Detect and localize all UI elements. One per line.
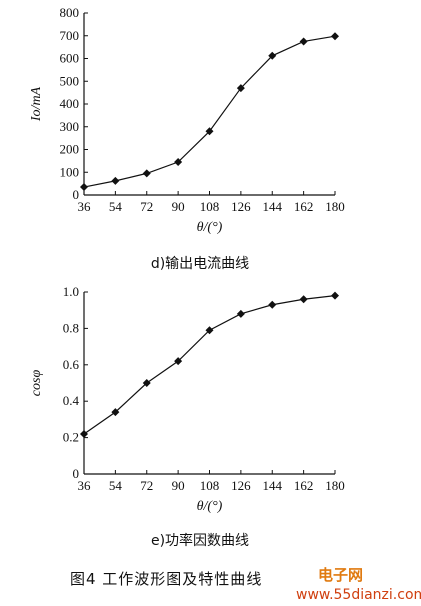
d-y-tick-label: 700 xyxy=(60,28,80,43)
e-x-tick-label: 126 xyxy=(231,478,251,493)
e-data-point xyxy=(268,300,277,309)
e-y-tick-label: 0.8 xyxy=(63,320,79,335)
d-y-tick-label: 600 xyxy=(60,51,80,66)
d-x-tick-label: 108 xyxy=(200,199,220,214)
d-data-point xyxy=(236,84,245,93)
d-y-axis-label: Io/mA xyxy=(29,86,44,122)
d-data-point xyxy=(142,169,151,178)
caption-d: d)输出电流曲线 xyxy=(151,256,249,272)
watermark: 电子网 www.55dianzi.com xyxy=(296,566,421,603)
e-x-tick-label: 72 xyxy=(140,478,153,493)
d-y-tick-label: 500 xyxy=(60,73,80,88)
e-y-tick-label: 0.6 xyxy=(63,357,80,372)
watermark-brand: 电子网 xyxy=(318,566,363,584)
caption-e: e)功率因数曲线 xyxy=(151,532,249,549)
e-y-tick-label: 1.0 xyxy=(63,284,79,299)
d-y-tick-label: 800 xyxy=(60,5,80,20)
e-x-tick-label: 36 xyxy=(78,478,92,493)
d-data-point xyxy=(205,127,214,136)
d-data-point xyxy=(268,51,277,60)
figure-caption: 图4 工作波形图及特性曲线 xyxy=(70,570,262,588)
chart-power-factor: 0 0.2 0.4 0.6 0.8 1.0 36 54 72 90 108 126 144 162 180 θ… xyxy=(29,284,345,514)
d-data-point xyxy=(331,32,339,41)
e-x-tick-label: 180 xyxy=(325,478,345,493)
d-y-tick-label: 100 xyxy=(60,164,80,179)
e-data-point xyxy=(174,357,183,366)
d-y-tick-label: 300 xyxy=(60,119,80,134)
e-series-line xyxy=(83,295,336,435)
d-data-point xyxy=(80,183,88,192)
e-x-tick-label: 162 xyxy=(294,478,314,493)
d-x-tick-label: 36 xyxy=(78,199,92,214)
e-x-tick-label: 54 xyxy=(109,478,123,493)
d-y-tick-label: 400 xyxy=(60,96,80,111)
e-x-tick-label: 108 xyxy=(200,478,220,493)
d-x-tick-label: 144 xyxy=(263,199,283,214)
d-data-point xyxy=(299,37,308,46)
d-x-tick-label: 126 xyxy=(231,199,251,214)
e-y-tick-label: 0 xyxy=(73,466,80,481)
watermark-url: www.55dianzi.com xyxy=(296,587,421,603)
e-y-axis-label: cosφ xyxy=(29,370,44,397)
d-y-tick-label: 200 xyxy=(60,142,80,157)
e-data-point xyxy=(331,291,339,300)
d-x-tick-label: 54 xyxy=(109,199,123,214)
d-x-tick-label: 162 xyxy=(294,199,314,214)
e-data-point xyxy=(80,429,88,438)
e-y-tick-label: 0.2 xyxy=(63,430,79,445)
d-data-point xyxy=(174,158,183,167)
d-data-point xyxy=(111,176,120,185)
d-y-tick-label: 0 xyxy=(73,187,80,202)
d-x-tick-label: 90 xyxy=(172,199,185,214)
e-x-axis-label: θ/(°) xyxy=(197,499,223,514)
e-x-tick-label: 90 xyxy=(172,478,185,493)
e-y-tick-label: 0.4 xyxy=(63,393,80,408)
d-x-tick-label: 72 xyxy=(140,199,153,214)
e-data-point xyxy=(111,408,120,417)
chart-output-current: 0 100 200 300 400 500 600 700 800 36 54 72 90 108 126 1… xyxy=(29,5,345,235)
e-data-point xyxy=(142,379,151,387)
d-x-axis-label: θ/(°) xyxy=(197,220,223,235)
d-x-tick-label: 180 xyxy=(325,199,345,214)
e-data-point xyxy=(236,309,245,318)
d-series-line xyxy=(83,35,336,188)
e-data-point xyxy=(205,326,214,335)
e-x-tick-label: 144 xyxy=(263,478,283,493)
e-data-point xyxy=(299,295,308,304)
